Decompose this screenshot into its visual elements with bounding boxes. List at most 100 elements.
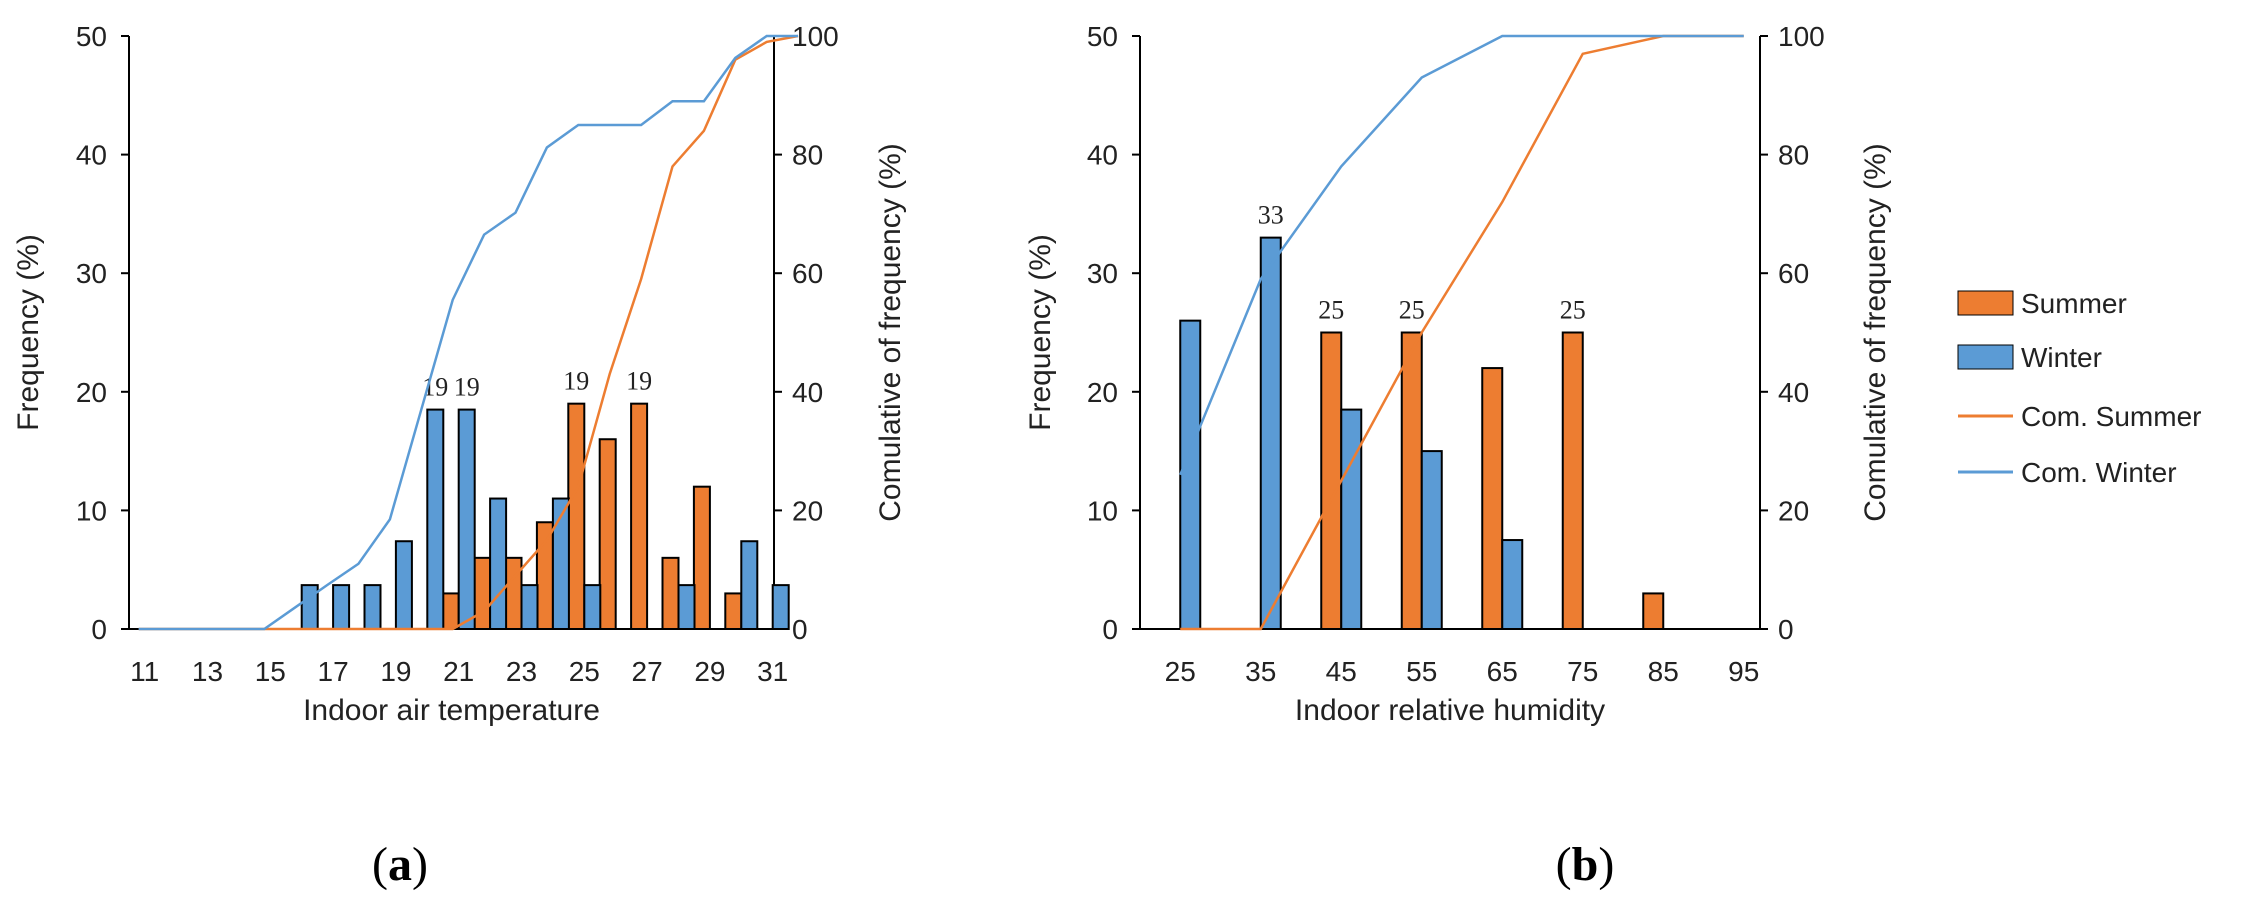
chart-a-bar-summer — [441, 592, 460, 630]
chart-b-ytick-label: 10 — [1087, 495, 1118, 526]
chart-a-xtick-label: 11 — [130, 656, 159, 687]
chart-a-y2tick-label: 80 — [792, 140, 823, 171]
chart-b-ytick-label: 30 — [1087, 258, 1118, 289]
chart-b-xtick-label: 35 — [1245, 656, 1276, 687]
chart-b-ytick-label: 40 — [1087, 140, 1118, 171]
chart-b-bar-winter — [1259, 236, 1282, 630]
chart-a-panel-paren: ( — [372, 838, 388, 891]
chart-a-data-label: 19 — [563, 367, 589, 396]
chart-b-line-com-winter — [1179, 34, 1744, 476]
chart-a-xlabel: Indoor air temperature — [303, 694, 600, 727]
chart-a-panel-label: (a) — [372, 838, 428, 891]
chart-a-y2tick-label: 20 — [792, 495, 823, 526]
chart-a-y2tick-label: 0 — [792, 614, 808, 645]
chart-b-y2tick-label: 80 — [1778, 140, 1809, 171]
chart-a-bar-winter — [677, 584, 696, 630]
chart-b-panel-paren: ) — [1598, 838, 1614, 891]
chart-a: 0 10 20 30 40 50 0 20 40 60 80 100 11 13 15 17 19 21 23 25 2… — [12, 21, 907, 891]
chart-a-xtick-label: 31 — [757, 656, 788, 687]
chart-a-panel-paren: ) — [412, 838, 428, 891]
chart-a-ylabel: Frequency (%) — [12, 234, 45, 431]
chart-b-y2tick-label: 40 — [1778, 377, 1809, 408]
chart-a-bar-winter — [363, 584, 382, 630]
chart-b-xtick-label: 75 — [1567, 656, 1598, 687]
chart-a-y2tick-label: 100 — [792, 21, 839, 52]
chart-a-y2tick-label: 40 — [792, 377, 823, 408]
chart-a-data-label: 19 — [626, 367, 652, 396]
chart-a-ytick-label: 20 — [76, 377, 107, 408]
chart-b-data-label: 25 — [1399, 296, 1425, 325]
chart-a-xtick-label: 15 — [255, 656, 286, 687]
chart-a-data-label: 19 — [454, 373, 480, 402]
chart-a-ytick-label: 40 — [76, 140, 107, 171]
chart-a-bar-winter — [394, 540, 413, 631]
chart-a-bar-winter — [457, 408, 476, 630]
chart-b-y2tick-label: 0 — [1778, 614, 1794, 645]
chart-b-panel-label: (b) — [1556, 838, 1615, 891]
chart-a-data-label: 19 — [422, 373, 448, 402]
chart-a-ytick-label: 0 — [91, 614, 107, 645]
chart-a-xtick-label: 25 — [569, 656, 600, 687]
chart-b-xtick-label: 65 — [1487, 656, 1518, 687]
chart-b-y2tick-label: 100 — [1778, 21, 1825, 52]
chart-a-xtick-label: 17 — [318, 656, 349, 687]
chart-a-bar-winter — [520, 584, 539, 630]
chart-b-bar-summer — [1481, 367, 1504, 630]
chart-b: 0 10 20 30 40 50 0 20 40 60 80 100 25 35 45 55 65 75 85 95 I… — [1024, 21, 1892, 891]
legend-com-winter-label: Com. Winter — [2021, 457, 2177, 488]
chart-b-panel-paren: ( — [1556, 838, 1572, 891]
chart-a-ytick-label: 50 — [76, 21, 107, 52]
chart-b-bar-winter — [1340, 408, 1363, 630]
chart-a-bar-winter — [740, 540, 759, 631]
chart-a-bar-winter — [332, 584, 351, 630]
legend-com-summer-label: Com. Summer — [2021, 401, 2201, 432]
chart-b-bar-summer — [1400, 331, 1423, 630]
chart-b-xtick-label: 95 — [1728, 656, 1759, 687]
chart-b-data-label: 25 — [1560, 296, 1586, 325]
chart-a-bar-summer — [630, 402, 649, 630]
chart-a-bar-summer — [473, 556, 492, 631]
chart-a-ytick-label: 30 — [76, 258, 107, 289]
chart-b-bar-winter — [1420, 450, 1443, 630]
chart-b-ytick-label: 0 — [1102, 614, 1118, 645]
chart-a-bar-summer — [535, 521, 554, 631]
chart-b-y2tick-label: 60 — [1778, 258, 1809, 289]
chart-b-ytick-label: 20 — [1087, 377, 1118, 408]
legend-winter-label: Winter — [2021, 342, 2102, 373]
chart-b-xlabel: Indoor relative humidity — [1295, 694, 1605, 727]
chart-a-bar-winter — [489, 497, 508, 631]
chart-b-bar-winter — [1501, 539, 1524, 630]
chart-a-bar-winter — [300, 584, 319, 630]
chart-a-bar-winter — [551, 497, 570, 631]
chart-a-xtick-label: 19 — [380, 656, 411, 687]
chart-a-bar-summer — [661, 556, 680, 631]
chart-a-xtick-label: 21 — [443, 656, 474, 687]
chart-a-bar-winter — [583, 584, 602, 630]
chart-a-bar-summer — [504, 556, 523, 631]
chart-a-y2tick-label: 60 — [792, 258, 823, 289]
legend-summer-label: Summer — [2021, 288, 2127, 319]
chart-a-bar-summer — [598, 438, 617, 630]
chart-a-xtick-label: 23 — [506, 656, 537, 687]
chart-b-y2label: Comulative of frequency (%) — [1859, 143, 1892, 522]
chart-b-xtick-label: 85 — [1648, 656, 1679, 687]
chart-b-xtick-label: 45 — [1326, 656, 1357, 687]
chart-b-bar-summer — [1320, 331, 1343, 630]
chart-a-xtick-label: 29 — [694, 656, 725, 687]
chart-b-ytick-label: 50 — [1087, 21, 1118, 52]
chart-a-bar-summer — [692, 485, 711, 630]
chart-a-panel-letter: a — [388, 838, 412, 891]
chart-b-data-label: 25 — [1318, 296, 1344, 325]
chart-a-bar-winter — [771, 584, 790, 630]
chart-a-bar-summer — [567, 402, 586, 630]
chart-b-bar-summer — [1561, 331, 1584, 630]
chart-b-ylabel: Frequency (%) — [1024, 234, 1057, 431]
chart-b-data-label: 33 — [1258, 201, 1284, 230]
chart-a-xtick-label: 13 — [192, 656, 223, 687]
chart-a-bar-summer — [724, 592, 743, 630]
chart-a-bar-winter — [426, 408, 445, 630]
legend-winter-swatch — [1957, 344, 2014, 370]
chart-b-line-com-summer — [1180, 34, 1744, 631]
chart-a-line-com-winter — [138, 34, 799, 631]
